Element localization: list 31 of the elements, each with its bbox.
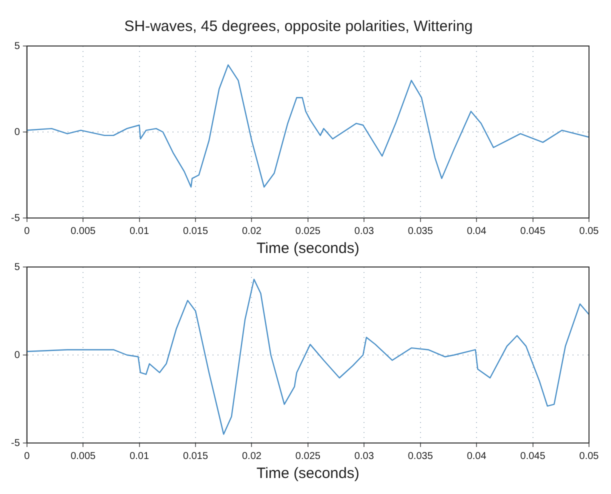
x-axis-title: Time (seconds) [256, 240, 360, 258]
x-tick-label: 0.04 [466, 450, 487, 462]
y-tick-label: -5 [10, 438, 20, 449]
x-tick-label: 0.015 [183, 226, 208, 237]
x-tick-label: 0.05 [579, 450, 600, 462]
x-tick-label: 0.035 [408, 450, 434, 462]
x-tick-label: 0.025 [295, 450, 321, 462]
x-tick-label: 0.02 [242, 450, 262, 462]
x-tick-label: 0.015 [183, 450, 208, 462]
x-tick-label: 0.04 [466, 226, 487, 237]
x-tick-label: 0.01 [130, 450, 150, 462]
y-tick-label: 0 [14, 350, 20, 361]
x-tick-label: 0.045 [520, 450, 546, 462]
x-tick-label: 0.01 [130, 226, 150, 237]
x-tick-label: 0.025 [295, 226, 321, 237]
y-tick-label: -5 [10, 212, 20, 224]
chart-title: SH-waves, 45 degrees, opposite polarities, Wittering [124, 18, 473, 36]
x-tick-label: 0.005 [70, 226, 96, 237]
y-tick-label: 5 [14, 40, 20, 52]
x-tick-label: 0 [24, 226, 30, 237]
x-tick-label: 0.035 [408, 226, 434, 237]
x-tick-label: 0.045 [520, 226, 546, 237]
y-tick-label: 5 [14, 262, 20, 273]
x-tick-label: 0.05 [579, 226, 600, 237]
x-axis-title: Time (seconds) [256, 465, 360, 482]
x-tick-label: 0.005 [70, 450, 96, 462]
y-tick-label: 0 [14, 126, 20, 138]
x-tick-label: 0.03 [354, 450, 374, 462]
x-tick-label: 0.02 [242, 226, 262, 237]
x-tick-label: 0.03 [354, 226, 374, 237]
x-tick-label: 0 [24, 450, 30, 462]
